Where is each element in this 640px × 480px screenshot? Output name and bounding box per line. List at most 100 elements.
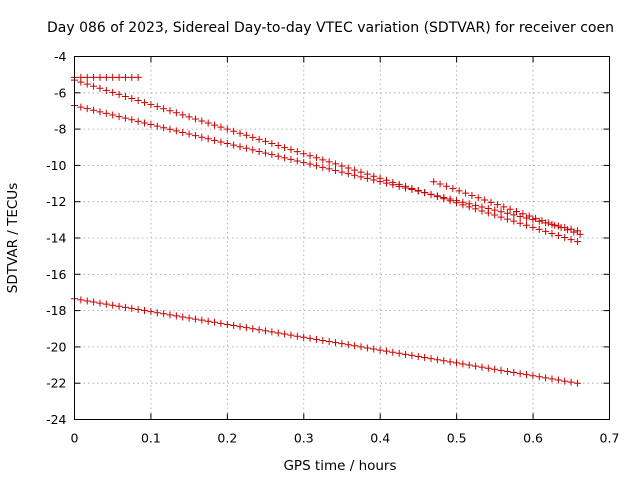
data-point (83, 105, 91, 113)
data-point (261, 327, 269, 335)
x-tick-label: 0.7 (600, 431, 620, 446)
data-point (561, 377, 569, 385)
data-point (538, 217, 546, 225)
data-point (134, 305, 142, 313)
data-point (191, 315, 199, 323)
data-point (551, 221, 559, 229)
data-point (465, 361, 473, 369)
data-point (230, 127, 238, 135)
data-point (160, 310, 168, 318)
data-point (102, 73, 110, 81)
data-point (230, 322, 238, 330)
data-point (255, 326, 263, 334)
data-point (281, 154, 289, 162)
data-point (525, 212, 533, 220)
data-point (191, 115, 199, 123)
y-tick-label: -22 (46, 376, 66, 391)
data-point (166, 107, 174, 115)
data-point (102, 109, 110, 117)
data-point (96, 84, 104, 92)
axis-ticks: 0 0.1 0.2 0.3 0.4 0.5 0.6 0.7 -4 -6 -8 -10 -12 -14 -16… (46, 49, 619, 446)
data-point (77, 296, 85, 304)
data-point (319, 336, 327, 344)
data-point (306, 160, 314, 168)
data-point (459, 360, 467, 368)
data-point (312, 154, 320, 162)
data-point (414, 187, 422, 195)
data-point (109, 73, 117, 81)
data-point (223, 140, 231, 148)
data-point (211, 136, 219, 144)
data-point (532, 214, 540, 222)
data-point (442, 182, 450, 190)
data-point (491, 206, 499, 214)
data-point (332, 167, 340, 174)
data-point (389, 348, 397, 356)
data-point (109, 111, 117, 119)
data-point (452, 359, 460, 367)
y-tick-label: -10 (46, 158, 66, 173)
data-point (542, 227, 550, 235)
data-point (242, 144, 250, 152)
data-point (427, 190, 435, 198)
data-point (198, 133, 206, 141)
data-point (487, 198, 495, 206)
data-point (472, 362, 480, 370)
data-point (440, 357, 448, 365)
data-point (370, 176, 378, 184)
data-point (382, 347, 390, 355)
data-point (455, 187, 463, 195)
data-point (128, 73, 136, 81)
data-point (402, 184, 410, 192)
data-point (293, 157, 301, 165)
data-point (395, 349, 403, 357)
data-point (516, 370, 524, 378)
data-point (223, 125, 231, 133)
data-point (344, 341, 352, 349)
data-point (261, 149, 269, 157)
data-point (478, 363, 486, 371)
data-point (166, 311, 174, 319)
y-tick-label: -14 (46, 231, 66, 246)
data-point (567, 236, 575, 244)
data-point (484, 205, 492, 213)
data-point (172, 109, 180, 117)
data-point (185, 314, 193, 322)
data-point (217, 319, 225, 327)
data-point (481, 196, 489, 204)
data-point (402, 350, 410, 358)
data-point (242, 324, 250, 332)
x-tick-label: 0 (71, 431, 79, 446)
data-point (242, 131, 250, 139)
data-point (548, 229, 556, 237)
data-point (523, 221, 531, 229)
data-point (204, 135, 212, 143)
data-point (134, 73, 142, 81)
data-point (153, 122, 161, 130)
data-point (414, 352, 422, 360)
data-point (121, 92, 129, 100)
data-point (153, 103, 161, 111)
data-point (141, 99, 149, 107)
data-point (389, 181, 397, 189)
x-tick-label: 0.6 (523, 431, 543, 446)
data-point (510, 217, 518, 225)
data-point (185, 130, 193, 138)
data-point (523, 371, 531, 379)
data-point (512, 207, 520, 215)
data-point (281, 330, 289, 338)
data-point (446, 358, 454, 366)
data-point (249, 325, 257, 333)
data-point (430, 178, 438, 186)
data-point (544, 219, 552, 227)
y-axis-label: SDTVAR / TECUs (5, 183, 21, 293)
data-point (134, 97, 142, 105)
data-point (300, 150, 308, 158)
data-point (332, 339, 340, 347)
data-point (325, 165, 333, 173)
data-point (90, 106, 98, 114)
data-point (554, 231, 562, 239)
x-axis-label: GPS time / hours (283, 458, 396, 474)
data-point (217, 138, 225, 146)
data-point (338, 162, 346, 170)
